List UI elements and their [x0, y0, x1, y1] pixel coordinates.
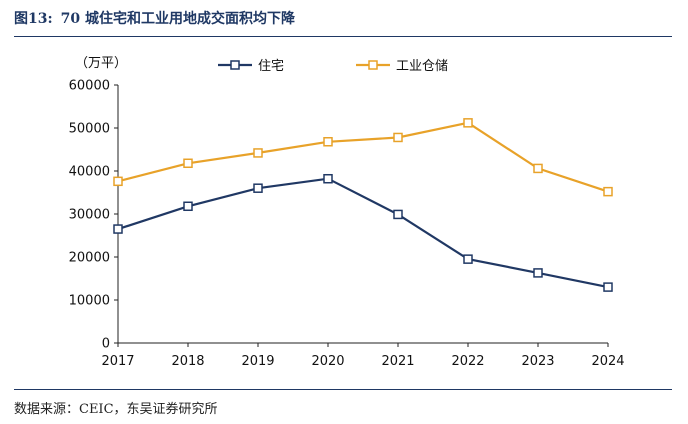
- legend-swatch-marker: [230, 60, 240, 70]
- legend-label: 工业仓储: [396, 59, 448, 74]
- x-tick-label: 2023: [521, 354, 554, 369]
- data-point: [603, 186, 613, 197]
- data-point: [253, 148, 263, 158]
- axes: 0 10000 20000 30000 40000 50000 60000 2017 2018 2…: [69, 79, 625, 370]
- series-line: [117, 121, 609, 193]
- data-point: [323, 173, 333, 184]
- y-tick-label: 40000: [69, 165, 110, 180]
- x-tick-label: 2017: [101, 354, 134, 369]
- data-point: [463, 254, 473, 264]
- data-point: [533, 268, 543, 278]
- data-point: [113, 176, 123, 187]
- y-tick-label: 60000: [69, 79, 110, 94]
- figure-title-text: 70 城住宅和工业用地成交面积均下降: [60, 11, 296, 27]
- y-tick-label: 30000: [69, 208, 110, 223]
- data-point: [113, 224, 123, 234]
- y-axis-unit-label: （万平）: [75, 56, 127, 71]
- y-tick-label: 10000: [69, 294, 110, 309]
- y-tick-label: 0: [102, 337, 110, 352]
- data-point: [393, 209, 403, 220]
- legend-label: 住宅: [258, 59, 284, 74]
- legend: 住宅 工业仓储: [218, 59, 448, 74]
- figure-title: 图13: 70 城住宅和工业用地成交面积均下降: [14, 8, 295, 28]
- series-layer: [113, 118, 613, 292]
- data-point: [463, 118, 473, 128]
- x-tick-label: 2018: [171, 354, 204, 369]
- data-point: [183, 158, 193, 169]
- data-point: [603, 282, 613, 292]
- source-rule: [14, 389, 672, 390]
- series-2: [113, 118, 613, 197]
- legend-swatch-marker: [368, 60, 378, 70]
- data-point: [393, 132, 403, 143]
- data-point: [183, 201, 193, 212]
- y-tick-label: 20000: [69, 251, 110, 266]
- line-chart: 住宅 工业仓储 （万平） 0 10000 20000 30000 40000 50000 60…: [69, 56, 625, 370]
- x-tick-label: 2019: [241, 354, 274, 369]
- data-point: [323, 137, 333, 147]
- figure-number: 图13:: [14, 11, 53, 27]
- series-1: [113, 173, 613, 292]
- legend-item-2: 工业仓储: [356, 59, 448, 74]
- x-tick-label: 2021: [381, 354, 414, 369]
- y-tick-label: 50000: [69, 122, 110, 137]
- series-line: [117, 177, 609, 289]
- source-note: 数据来源：CEIC，东吴证券研究所: [14, 402, 218, 417]
- data-point: [253, 183, 263, 193]
- x-tick-label: 2022: [451, 354, 484, 369]
- data-point: [533, 163, 543, 174]
- x-tick-label: 2024: [591, 354, 624, 369]
- title-rule: [14, 36, 672, 37]
- x-tick-label: 2020: [311, 354, 344, 369]
- legend-item-1: 住宅: [218, 59, 284, 74]
